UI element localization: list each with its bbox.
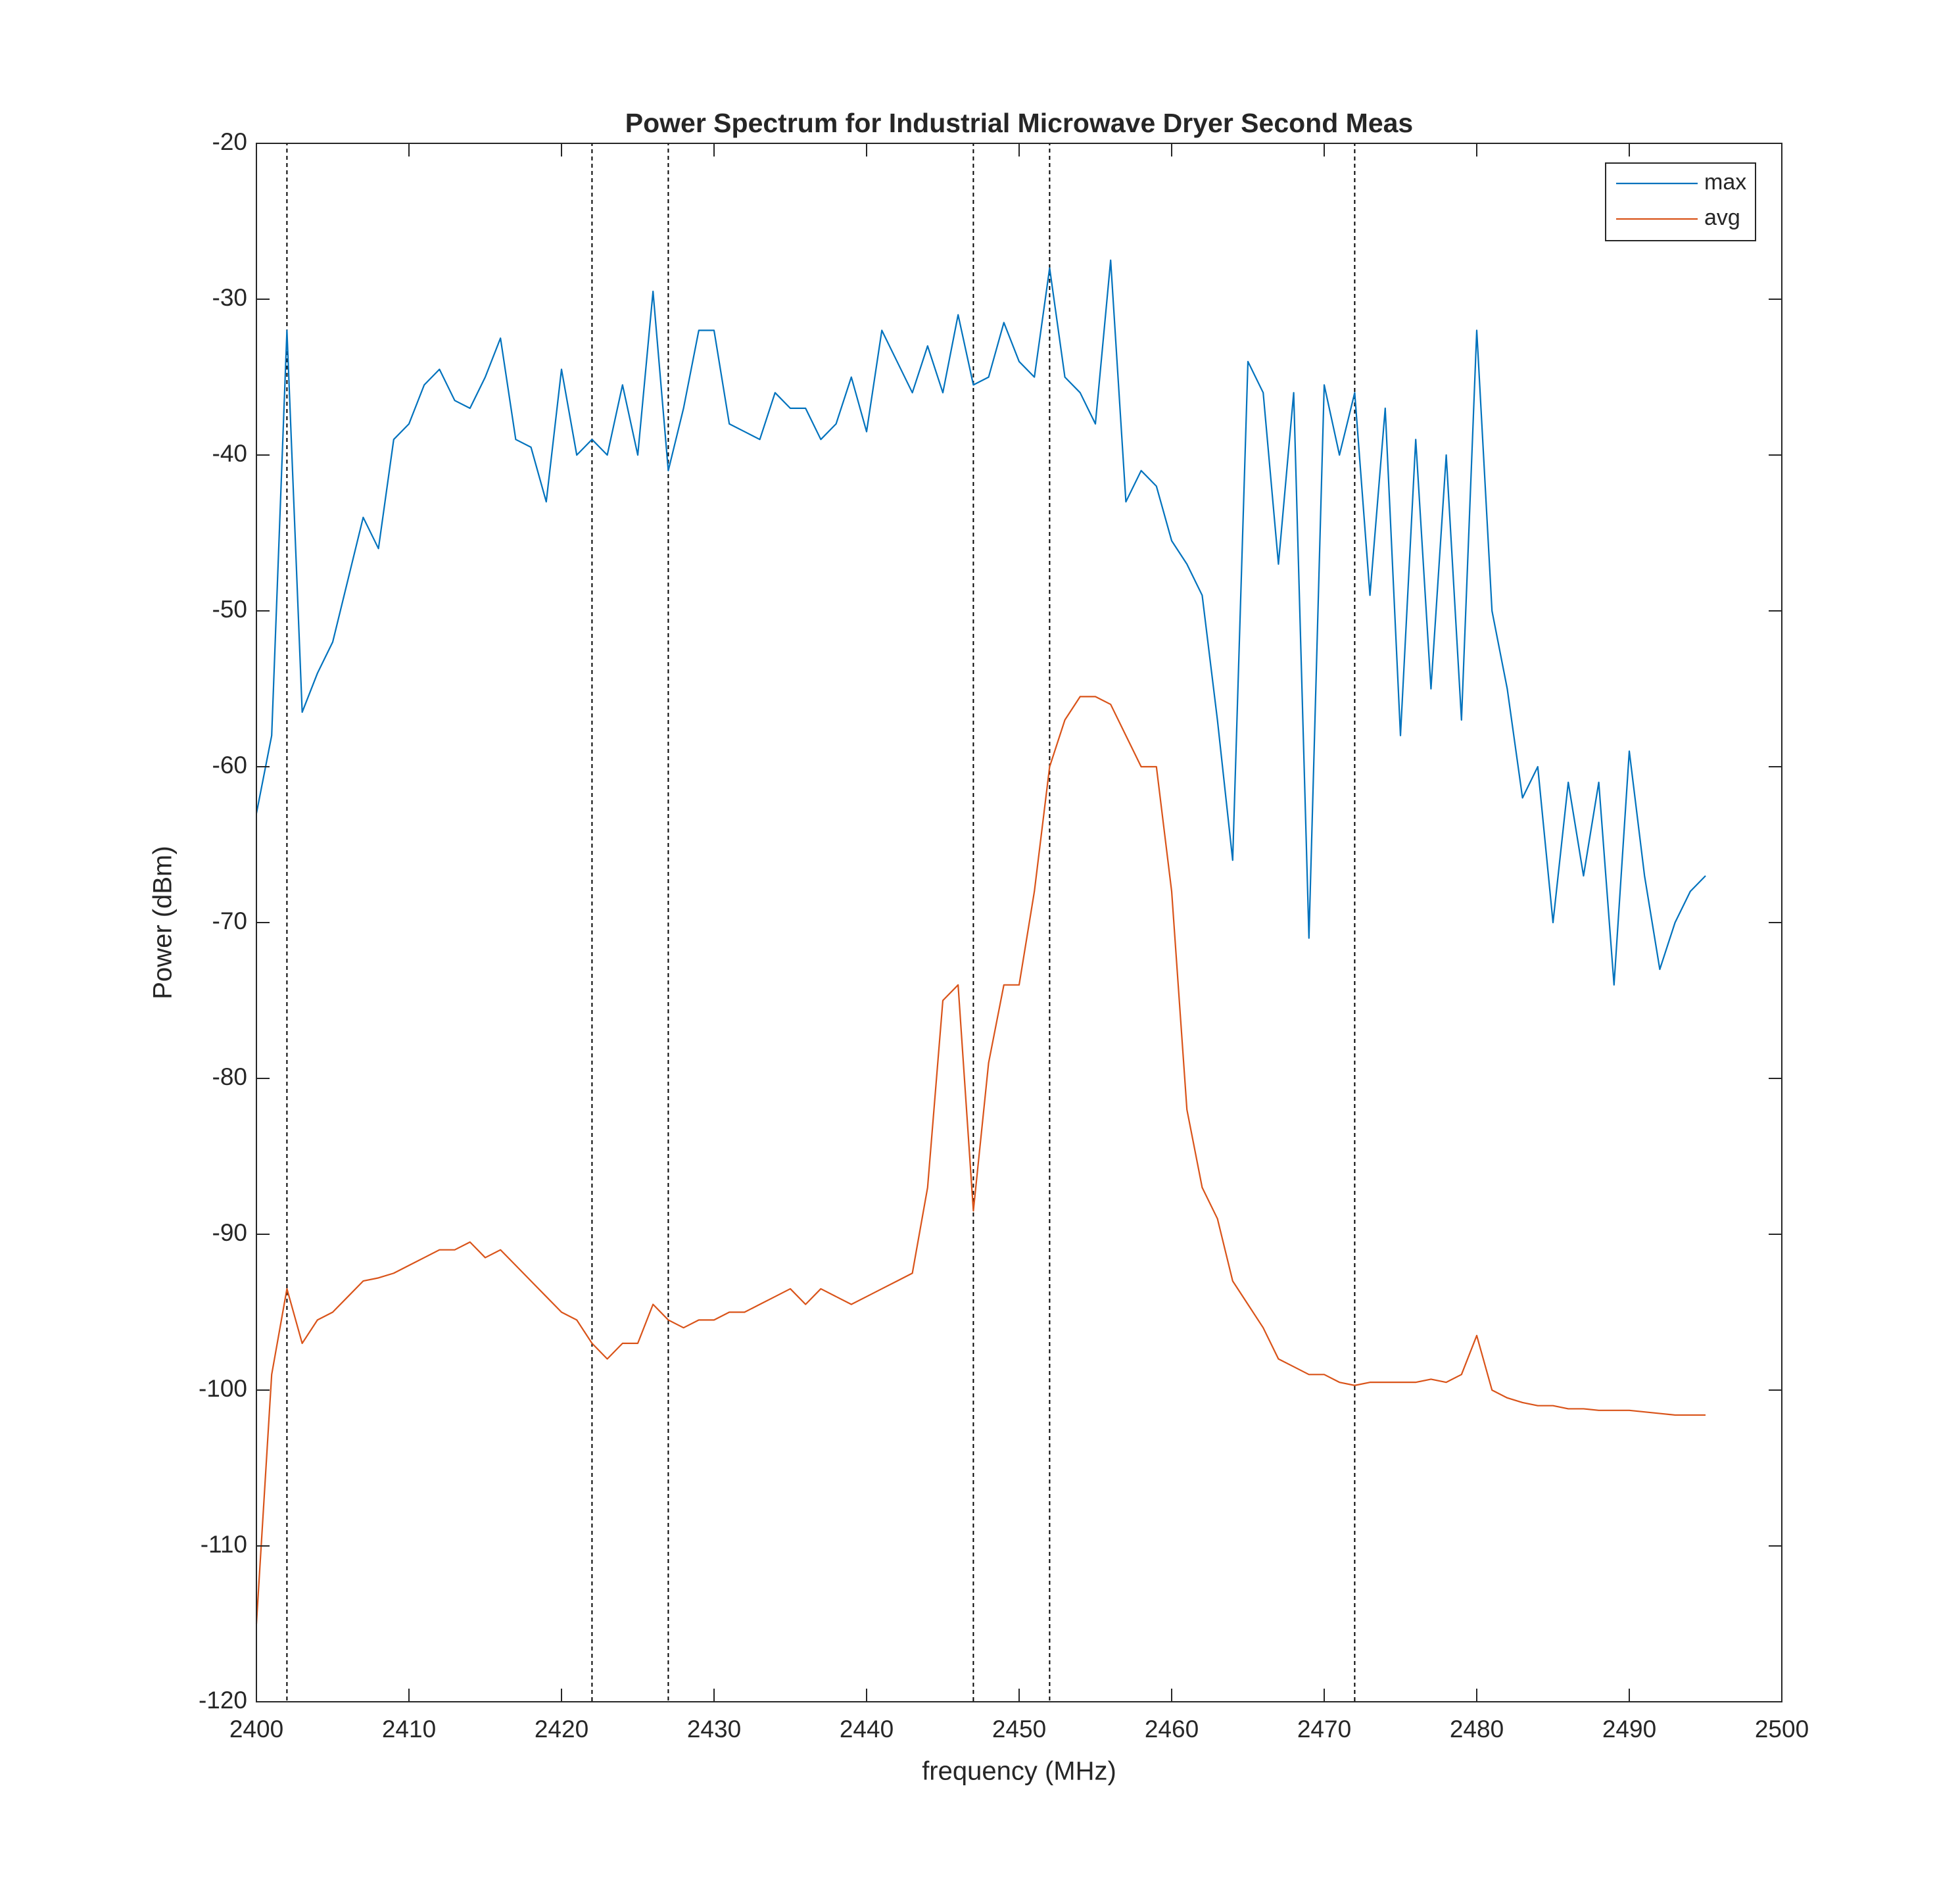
y-tick-label: -100	[199, 1375, 247, 1402]
x-tick-label: 2440	[840, 1716, 894, 1743]
x-tick-label: 2420	[535, 1716, 588, 1743]
y-tick-label: -50	[212, 596, 247, 623]
x-tick-label: 2400	[229, 1716, 283, 1743]
series-line	[255, 696, 1706, 1624]
series-line	[255, 259, 1706, 986]
chart-title: Power Spectrum for Industrial Microwave …	[625, 108, 1413, 138]
x-tick-label: 2490	[1602, 1716, 1656, 1743]
y-tick-label: -90	[212, 1219, 247, 1246]
y-tick-label: -110	[201, 1531, 247, 1558]
y-tick-label: -20	[212, 128, 247, 155]
x-tick-label: 2450	[992, 1716, 1046, 1743]
x-tick-label: 2430	[687, 1716, 741, 1743]
legend-label: avg	[1704, 205, 1740, 230]
x-tick-label: 2500	[1755, 1716, 1809, 1743]
y-tick-label: -40	[212, 440, 247, 467]
x-axis-label: frequency (MHz)	[922, 1757, 1116, 1786]
legend-box	[1605, 162, 1756, 241]
x-tick-label: 2470	[1297, 1716, 1351, 1743]
y-tick-label: -70	[212, 907, 247, 934]
y-tick-label: -60	[212, 752, 247, 779]
y-tick-label: -120	[199, 1687, 247, 1714]
x-tick-label: 2480	[1450, 1716, 1504, 1743]
y-tick-label: -80	[212, 1063, 247, 1090]
y-tick-label: -30	[212, 284, 247, 311]
x-tick-label: 2410	[382, 1716, 436, 1743]
x-tick-label: 2460	[1145, 1716, 1199, 1743]
y-axis-label: Power (dBm)	[149, 846, 178, 999]
legend-label: max	[1704, 170, 1746, 195]
